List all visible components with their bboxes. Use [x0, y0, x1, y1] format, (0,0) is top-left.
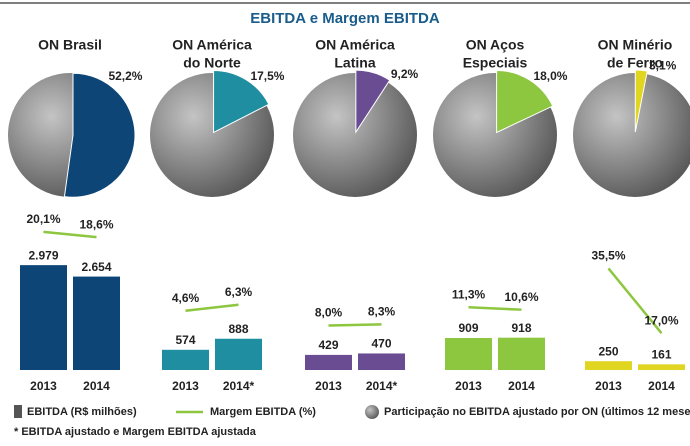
- bar: [305, 354, 352, 370]
- x-tick-label: 2014: [508, 379, 535, 393]
- pie-label: 17,5%: [250, 69, 284, 83]
- x-tick-label: 2013: [172, 379, 199, 393]
- bar-label: 429: [318, 338, 338, 352]
- panel-title: ON América: [315, 37, 395, 53]
- pie-slice: [355, 69, 391, 134]
- panel-title: ON Brasil: [38, 37, 102, 53]
- bar: [498, 337, 545, 370]
- margin-label: 8,3%: [368, 305, 396, 319]
- legend-label: EBITDA (R$ milhões): [27, 406, 137, 418]
- margin-label: 17,0%: [644, 313, 678, 327]
- margin-label: 4,6%: [172, 291, 200, 305]
- margin-label: 18,6%: [79, 217, 113, 231]
- panel-title: do Norte: [183, 55, 241, 71]
- x-tick-label: 2014: [648, 379, 675, 393]
- bar-label: 161: [651, 348, 671, 362]
- margin-line: [43, 230, 97, 239]
- bar-label: 470: [371, 337, 391, 351]
- margin-line: [185, 303, 239, 312]
- pie-label: 3,1%: [649, 58, 677, 72]
- panel-title: ON América: [172, 37, 252, 53]
- bar: [638, 364, 685, 370]
- chart-title: EBITDA e Margem EBITDA: [250, 10, 440, 27]
- x-tick-label: 2013: [455, 379, 482, 393]
- legend-label: Margem EBITDA (%): [210, 406, 316, 418]
- panel-title: ON Minério: [598, 37, 673, 53]
- pie-slice: [63, 72, 136, 198]
- panel-title: de Ferro: [607, 55, 663, 71]
- bar: [358, 353, 405, 370]
- bar: [445, 338, 492, 370]
- x-tick-label: 2013: [30, 379, 57, 393]
- panel-title: Latina: [334, 55, 375, 71]
- legend-swatch: [14, 405, 22, 418]
- margin-line: [607, 267, 663, 334]
- bar-label: 2.979: [28, 248, 58, 262]
- legend-swatch: [365, 405, 379, 419]
- pie-label: 18,0%: [533, 69, 567, 83]
- bar-label: 888: [228, 322, 248, 336]
- legend-label: Participação no EBITDA ajustado por ON (…: [384, 406, 690, 418]
- margin-label: 8,0%: [315, 306, 343, 320]
- margin-label: 20,1%: [26, 212, 60, 226]
- panel-title: ON Aços: [466, 37, 525, 53]
- bar: [162, 349, 209, 370]
- pie-rest: [573, 73, 690, 197]
- bar-label: 918: [511, 321, 531, 335]
- panel-title: Especiais: [463, 55, 528, 71]
- pie-slice: [213, 69, 270, 134]
- margin-label: 10,6%: [504, 290, 538, 304]
- margin-line: [328, 323, 382, 327]
- bar-label: 2.654: [81, 260, 111, 274]
- x-tick-label: 2013: [595, 379, 622, 393]
- bar: [20, 265, 67, 370]
- margin-line: [468, 305, 522, 311]
- pie-slice: [634, 69, 648, 133]
- pie-rest: [293, 73, 417, 197]
- x-tick-label: 2014*: [223, 379, 255, 393]
- bar: [73, 276, 120, 370]
- footnote: * EBITDA ajustado e Margem EBITDA ajusta…: [14, 426, 257, 438]
- margin-label: 6,3%: [225, 285, 253, 299]
- pie-label: 9,2%: [391, 67, 419, 81]
- x-tick-label: 2014*: [366, 379, 398, 393]
- pie-slice: [496, 69, 554, 134]
- bar-label: 250: [598, 344, 618, 358]
- bar: [215, 338, 262, 370]
- bar-label: 574: [175, 333, 195, 347]
- pie-label: 52,2%: [108, 69, 142, 83]
- margin-label: 11,3%: [452, 287, 486, 301]
- margin-label: 35,5%: [591, 249, 625, 263]
- bar-label: 909: [458, 321, 478, 335]
- bar: [585, 361, 632, 370]
- x-tick-label: 2013: [315, 379, 342, 393]
- x-tick-label: 2014: [83, 379, 110, 393]
